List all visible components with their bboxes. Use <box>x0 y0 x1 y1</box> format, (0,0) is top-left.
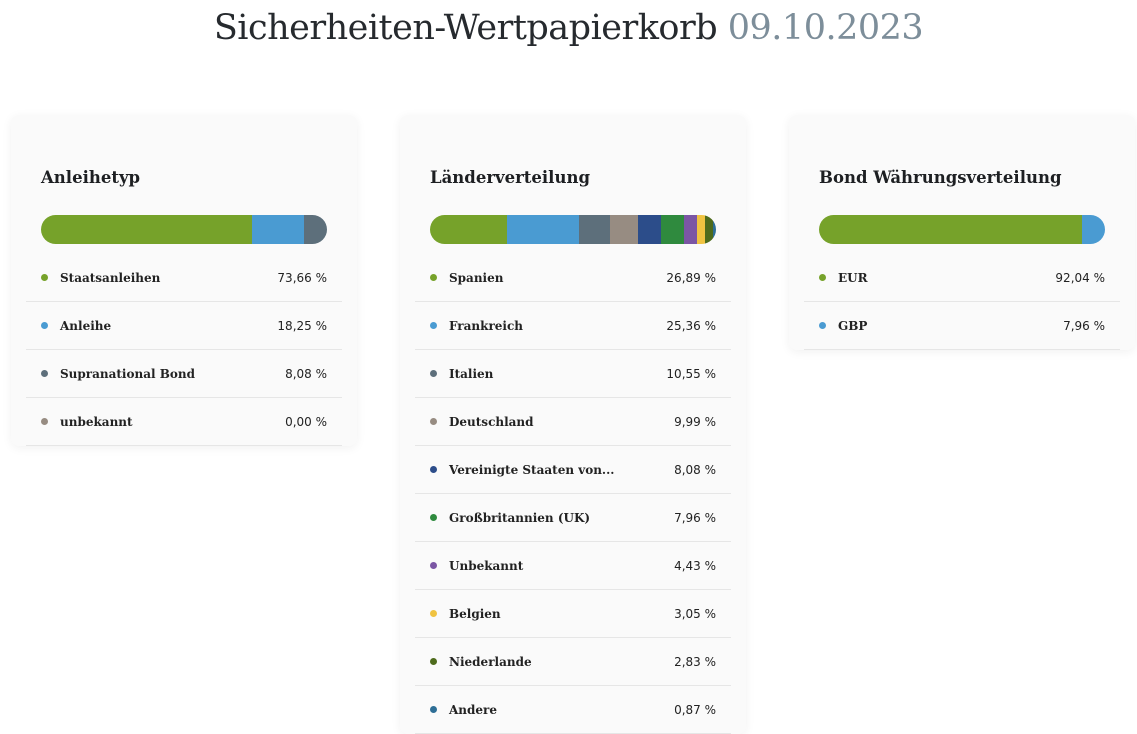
card-anleihetyp: Anleihetyp Staatsanleihen 73,66 % Anleihe 1… <box>11 115 357 446</box>
legend-dot-icon <box>430 370 437 377</box>
legend-value: 73,66 % <box>277 270 327 285</box>
stacked-bar <box>819 215 1105 244</box>
legend-row: Frankreich 25,36 % <box>415 302 731 350</box>
page-title-text: Sicherheiten-Wertpapierkorb <box>213 8 718 48</box>
legend-row: Großbritannien (UK) 7,96 % <box>415 494 731 542</box>
legend-label: unbekannt <box>60 414 133 429</box>
legend-dot-icon <box>41 274 48 281</box>
bar-segment <box>819 215 1083 244</box>
legend-dot-icon <box>430 706 437 713</box>
legend-dot-icon <box>41 370 48 377</box>
legend-row: unbekannt 0,00 % <box>26 398 342 446</box>
legend-dot-icon <box>430 514 437 521</box>
legend-value: 2,83 % <box>674 654 716 669</box>
legend-value: 10,55 % <box>666 366 716 381</box>
legend-value: 0,00 % <box>285 414 327 429</box>
bar-segment <box>1082 215 1105 244</box>
legend-row: Andere 0,87 % <box>415 686 731 734</box>
page-title: Sicherheiten-Wertpapierkorb 09.10.2023 <box>0 8 1137 48</box>
legend-label: Italien <box>449 366 494 381</box>
bar-segment <box>713 215 716 244</box>
legend-dot-icon <box>430 418 437 425</box>
bar-segment <box>683 215 697 244</box>
legend-value: 9,99 % <box>674 414 716 429</box>
card-title: Bond Währungsverteilung <box>819 168 1062 187</box>
legend-dot-icon <box>430 322 437 329</box>
bar-segment <box>661 215 684 244</box>
legend-row: Deutschland 9,99 % <box>415 398 731 446</box>
legend-value: 18,25 % <box>277 318 327 333</box>
legend-label: Unbekannt <box>449 558 524 573</box>
card-title: Anleihetyp <box>41 168 141 187</box>
legend-label: Deutschland <box>449 414 534 429</box>
legend-row: EUR 92,04 % <box>804 254 1120 302</box>
legend-row: Italien 10,55 % <box>415 350 731 398</box>
bar-segment <box>609 215 639 244</box>
card-title: Länderverteilung <box>430 168 590 187</box>
legend-row: Spanien 26,89 % <box>415 254 731 302</box>
legend-dot-icon <box>430 562 437 569</box>
legend-dot-icon <box>430 610 437 617</box>
legend-row: GBP 7,96 % <box>804 302 1120 350</box>
legend-dot-icon <box>41 418 48 425</box>
legend-value: 8,08 % <box>285 366 327 381</box>
bar-segment <box>705 215 714 244</box>
stacked-bar <box>430 215 716 244</box>
legend-row: Supranational Bond 8,08 % <box>26 350 342 398</box>
legend-dot-icon <box>430 658 437 665</box>
card-laenderverteilung: Länderverteilung Spanien 26,89 % Frankreic… <box>400 115 746 734</box>
bar-segment <box>638 215 662 244</box>
legend-label: Supranational Bond <box>60 366 195 381</box>
legend-label: Staatsanleihen <box>60 270 161 285</box>
legend-dot-icon <box>430 466 437 473</box>
legend-label: GBP <box>838 318 868 333</box>
bar-segment <box>579 215 610 244</box>
legend-row: Staatsanleihen 73,66 % <box>26 254 342 302</box>
legend-label: EUR <box>838 270 868 285</box>
legend-label: Anleihe <box>60 318 112 333</box>
legend-list: EUR 92,04 % GBP 7,96 % <box>804 254 1120 350</box>
legend-label: Großbritannien (UK) <box>449 510 591 525</box>
legend-value: 7,96 % <box>1063 318 1105 333</box>
legend-label: Belgien <box>449 606 501 621</box>
bar-segment <box>41 215 252 244</box>
legend-dot-icon <box>819 322 826 329</box>
legend-label: Andere <box>449 702 498 717</box>
legend-row: Unbekannt 4,43 % <box>415 542 731 590</box>
legend-label: Niederlande <box>449 654 532 669</box>
legend-dot-icon <box>41 322 48 329</box>
legend-row: Anleihe 18,25 % <box>26 302 342 350</box>
legend-value: 25,36 % <box>666 318 716 333</box>
bar-segment <box>430 215 507 244</box>
bar-segment <box>303 215 327 244</box>
bar-segment <box>251 215 304 244</box>
legend-list: Spanien 26,89 % Frankreich 25,36 % Italien 10… <box>415 254 731 734</box>
legend-label: Vereinigte Staaten von... <box>449 462 615 477</box>
legend-list: Staatsanleihen 73,66 % Anleihe 18,25 % Supra… <box>26 254 342 446</box>
card-waehrungsverteilung: Bond Währungsverteilung EUR 92,04 % GBP 7,9… <box>789 115 1135 350</box>
legend-row: Belgien 3,05 % <box>415 590 731 638</box>
page-date: 09.10.2023 <box>727 8 924 48</box>
legend-label: Frankreich <box>449 318 523 333</box>
legend-dot-icon <box>430 274 437 281</box>
legend-value: 92,04 % <box>1055 270 1105 285</box>
legend-value: 4,43 % <box>674 558 716 573</box>
legend-row: Vereinigte Staaten von... 8,08 % <box>415 446 731 494</box>
bar-segment <box>696 215 706 244</box>
legend-dot-icon <box>819 274 826 281</box>
legend-value: 0,87 % <box>674 702 716 717</box>
legend-label: Spanien <box>449 270 504 285</box>
legend-value: 26,89 % <box>666 270 716 285</box>
stacked-bar <box>41 215 327 244</box>
bar-segment <box>506 215 580 244</box>
legend-row: Niederlande 2,83 % <box>415 638 731 686</box>
legend-value: 8,08 % <box>674 462 716 477</box>
legend-value: 7,96 % <box>674 510 716 525</box>
legend-value: 3,05 % <box>674 606 716 621</box>
